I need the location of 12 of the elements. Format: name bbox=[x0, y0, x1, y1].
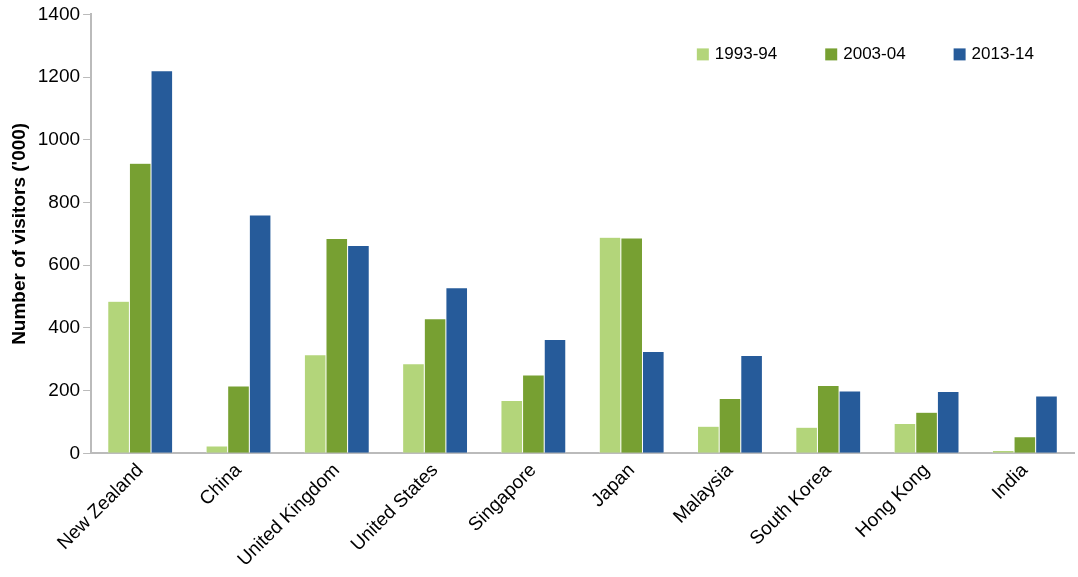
y-axis-title: Number of visitors ('000) bbox=[7, 122, 29, 345]
y-tick-label: 600 bbox=[48, 253, 81, 275]
y-tick-label: 200 bbox=[48, 378, 81, 400]
legend-label: 2013-14 bbox=[971, 44, 1034, 64]
legend-label: 2003-04 bbox=[843, 44, 906, 64]
y-tick-label: 0 bbox=[69, 441, 81, 463]
y-tick-label: 400 bbox=[48, 316, 81, 338]
y-tick-label: 1400 bbox=[37, 2, 81, 24]
legend-label: 1993-94 bbox=[714, 44, 778, 64]
y-tick-label: 1200 bbox=[37, 65, 81, 87]
y-tick-label: 800 bbox=[48, 190, 81, 212]
y-tick-label: 1000 bbox=[37, 128, 81, 150]
